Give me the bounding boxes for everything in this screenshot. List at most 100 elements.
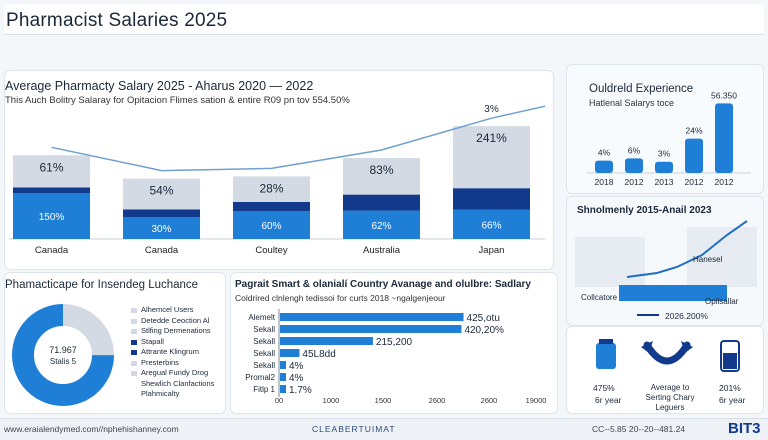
legend-label: Plahmicalty	[141, 389, 180, 398]
legend-item: Stapall	[131, 337, 225, 348]
hbar-x-tick: 1500	[375, 396, 392, 405]
icon-value-1-text: Average to Serting Chary Leguers	[645, 383, 695, 412]
legend-item: Aregual Fundy Drog	[131, 368, 225, 379]
bar-label-top: 83%	[369, 163, 393, 177]
donut-card: Phamacticape for Insendeg Luchance 71.96…	[4, 272, 226, 414]
footer-center: CLEABERTUIMAT	[312, 424, 396, 434]
legend-item: Detedde Ceoction Al	[131, 316, 225, 327]
legend-label: Presterbins	[141, 357, 179, 367]
trend-shelf-decor	[575, 237, 645, 287]
trend-title: Shnolmenly 2015-Anail 2023	[577, 205, 712, 216]
legend-label: Stapall	[141, 336, 164, 346]
experience-year-label: 2012	[685, 177, 704, 187]
bar-segment-secondary	[13, 187, 90, 193]
hbar-category-label: Sekall	[253, 337, 275, 346]
bar-segment-primary	[233, 211, 310, 239]
trend-card: Shnolmenly 2015-Anail 2023 Hanesel Collc…	[566, 196, 764, 326]
horseshoe-icon	[641, 341, 693, 365]
hbar-value-label: 1.7%	[289, 385, 312, 396]
legend-item: Attrante Klingrum	[131, 347, 225, 358]
hbar-category-label: Alemelt	[248, 313, 275, 322]
icon-caption-2: 6r year	[719, 395, 746, 405]
experience-value-label: 24%	[685, 126, 702, 136]
bar-label-top: 241%	[476, 131, 507, 145]
icon-value-0: 475%	[593, 383, 615, 393]
main-chart-subtitle: This Auch Bolitry Salaray for Opitacion …	[5, 95, 350, 106]
legend-swatch	[131, 360, 137, 366]
experience-subtitle: Hatlenal Salarys toce	[589, 98, 675, 108]
hbar-category-label: Sekall	[253, 361, 275, 370]
bar-label-primary: 150%	[39, 212, 65, 223]
bottle-icon	[596, 339, 616, 369]
legend-swatch	[131, 318, 137, 324]
trend-label-collcatore: Collcatore	[581, 293, 618, 302]
main-chart-card: Average Pharmacty Salary 2025 - Aharus 2…	[4, 70, 554, 270]
legend-label: Detedde Ceoction Al	[141, 315, 210, 325]
experience-year-label: 2013	[655, 177, 674, 187]
experience-year-label: 2012	[715, 177, 734, 187]
country-title: Pagrait Smart & olanialí Country Avanage…	[235, 279, 531, 290]
category-label: Canada	[35, 245, 69, 256]
hbar-bar	[280, 373, 286, 381]
legend-label: Alhemcel Users	[141, 305, 194, 314]
hbar-category-label: Promal2	[245, 373, 275, 382]
experience-year-label: 2012	[625, 177, 644, 187]
experience-card: Ouldreld Experience Hatlenal Salarys toc…	[566, 64, 764, 194]
legend-swatch	[131, 339, 137, 345]
legend-item: Shewlich Clanfactions	[131, 379, 225, 390]
legend-swatch	[131, 308, 137, 313]
country-bar-chart: Alemelt 425,otu Sekall 420,20% Sekall 215,200…	[245, 309, 547, 405]
country-subtitle: Coldrired clnlengh tedissoi for curts 20…	[235, 293, 446, 303]
footer: www.eraialendymed.com//nphehishanney.com…	[0, 418, 768, 440]
donut-title: Phamacticape for Insendeg Luchance	[5, 279, 199, 291]
hbar-bar	[280, 325, 462, 333]
page-header: Pharmacist Salaries 2025	[4, 4, 764, 35]
bar-segment-secondary	[343, 194, 420, 211]
hbar-x-tick: 2600	[429, 396, 446, 405]
trend-line	[51, 105, 546, 172]
donut-legend: Alhemcel Users Detedde Ceoction Al Stlfing…	[131, 305, 225, 400]
experience-bar	[685, 138, 703, 173]
hbar-bar	[280, 313, 464, 321]
bar-segment-primary	[453, 209, 530, 239]
hbar-x-tick: 19000	[526, 396, 547, 405]
trend-bar	[619, 285, 727, 301]
bar-label-primary: 30%	[151, 224, 171, 235]
hbar-category-label: Fitlp 1	[253, 385, 275, 394]
bar-segment-secondary	[453, 188, 530, 210]
legend-item: Presterbins	[131, 358, 225, 369]
legend-swatch	[131, 329, 137, 334]
hbar-bar	[280, 361, 286, 369]
hbar-bar	[280, 337, 373, 345]
experience-bar	[595, 160, 613, 173]
hbar-x-tick: 00	[275, 396, 283, 405]
main-chart-title: Average Pharmacty Salary 2025 - Aharus 2…	[5, 79, 314, 93]
legend-label: Attrante Klingrum	[141, 347, 199, 356]
experience-bar	[715, 103, 733, 173]
hbar-value-label: 425,otu	[467, 313, 500, 324]
footer-url[interactable]: www.eraialendymed.com//nphehishanney.com	[4, 424, 179, 434]
page-title: Pharmacist Salaries 2025	[6, 10, 228, 31]
experience-value-label: 6%	[628, 145, 641, 155]
experience-bar-chart: 4% 2018 6% 2012 3% 2013 24% 2012 56.350 2012	[587, 90, 751, 187]
hbar-x-tick: 1000	[323, 396, 340, 405]
bar-segment-top	[343, 158, 420, 195]
legend-label: Stlfing Dermenations	[141, 326, 211, 335]
bar-segment-top	[453, 126, 530, 189]
icons-card: 475% 6r year Average to Serting Chary Le…	[566, 326, 764, 414]
bar-label-primary: 62%	[371, 221, 391, 232]
trend-label-hanesel: Hanesel	[693, 255, 723, 264]
icon-value-1: Average to Serting Chary Leguers	[639, 383, 701, 413]
legend-swatch	[131, 382, 137, 387]
annotation-label: 3%	[484, 104, 499, 115]
main-bar-chart: 150% 61% Canada 30% 54% Canada 60% 28% Coultey 62…	[9, 104, 546, 256]
legend-label: Shewlich Clanfactions	[141, 378, 215, 388]
hbar-value-label: 4%	[289, 361, 304, 372]
bar-segment-top	[123, 178, 200, 210]
experience-value-label: 56.350	[711, 90, 737, 100]
bar-label-top: 54%	[149, 184, 173, 198]
donut-center-label: 71.967	[49, 345, 77, 355]
footer-right: CC--5.85 20--20--481.24	[592, 424, 686, 434]
bar-segment-secondary	[233, 202, 310, 211]
hbar-category-label: Sekall	[253, 325, 275, 334]
